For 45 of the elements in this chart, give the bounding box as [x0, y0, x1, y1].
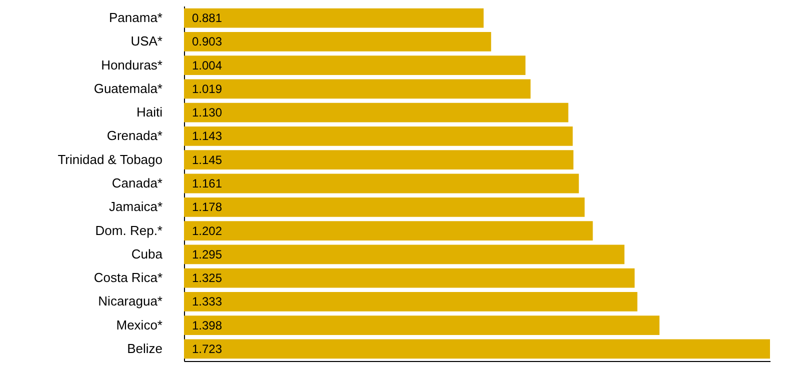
data-label: 1.130 [192, 106, 222, 120]
bar [184, 244, 624, 264]
bar [184, 221, 593, 240]
bar [184, 268, 635, 288]
data-label: 1.325 [192, 271, 222, 286]
y-tick-label: Panama* [109, 10, 162, 26]
data-label: 1.145 [192, 152, 222, 167]
data-label: 1.723 [192, 342, 222, 356]
bar [184, 197, 585, 217]
bar [184, 292, 638, 312]
data-label: 1.178 [192, 200, 222, 214]
y-tick-label: Haiti [136, 104, 163, 120]
y-tick-label: Grenada* [106, 128, 162, 144]
data-label: 0.881 [192, 11, 222, 26]
bar [184, 174, 579, 194]
bar [184, 316, 660, 335]
bar [184, 102, 568, 122]
y-tick-label: Canada* [112, 176, 162, 190]
y-tick-label: Honduras* [101, 57, 162, 72]
data-label: 1.398 [192, 318, 222, 332]
y-tick-label: Guatemala* [94, 80, 162, 96]
y-tick-label: Nicaragua* [98, 294, 162, 309]
y-tick-label: Belize [127, 340, 162, 356]
data-label: 1.202 [192, 224, 222, 238]
data-label: 1.143 [192, 129, 222, 144]
bar [184, 150, 574, 170]
y-tick-label: Dom. Rep.* [95, 222, 162, 238]
y-tick-label: USA* [130, 34, 162, 49]
y-tick-label: Cuba [131, 246, 164, 262]
data-label: 1.295 [192, 247, 222, 262]
bar [184, 126, 573, 146]
bar [184, 79, 531, 99]
data-label: 1.004 [192, 58, 222, 72]
bar [184, 56, 526, 76]
y-tick-label: Costa Rica* [94, 270, 162, 286]
y-tick-label: Jamaica* [109, 199, 162, 214]
bar [184, 8, 484, 28]
data-label: 0.903 [192, 34, 222, 49]
y-tick-label: Trinidad & Tobago [58, 152, 162, 167]
bar [184, 32, 492, 52]
data-label: 1.161 [192, 176, 222, 190]
y-tick-label: Mexico* [116, 317, 162, 332]
data-label: 1.333 [192, 294, 222, 309]
bar [184, 339, 770, 359]
data-label: 1.019 [192, 82, 222, 96]
